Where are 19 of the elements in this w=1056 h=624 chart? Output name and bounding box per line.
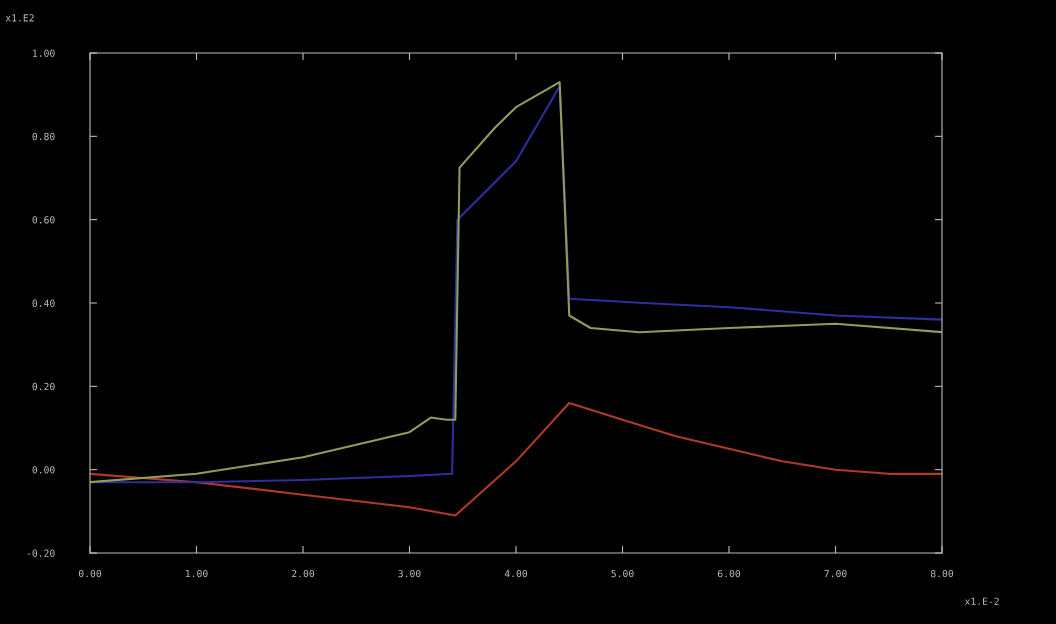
y-tick-label: 0.80 [32, 132, 55, 141]
text: x1.E-2 [964, 597, 999, 605]
x-tick-label: 1.00 [185, 569, 208, 578]
y-tick-label: 0.20 [32, 382, 55, 391]
line-series [90, 401, 942, 517]
x-tick-label: 8.00 [930, 569, 954, 578]
x-tick-label: 0.00 [78, 569, 102, 578]
x-tick-label: 5.00 [611, 569, 634, 578]
x-tick-label: 7.00 [824, 569, 847, 578]
x-tick-label: 2.00 [292, 569, 315, 578]
y-tick-label: 1.00 [33, 49, 55, 57]
y-tick-label: 0.00 [32, 466, 55, 474]
y-tick-label: 0.40 [32, 299, 55, 307]
y-tick-label: 0.60 [32, 216, 55, 224]
y-tick-label: -0.20 [27, 549, 55, 557]
x-tick-label: 6.00 [717, 569, 741, 578]
text: x1.E2 [5, 14, 34, 22]
x-tick-label: 3.00 [398, 569, 421, 578]
x-tick-label: 4.00 [504, 569, 528, 578]
